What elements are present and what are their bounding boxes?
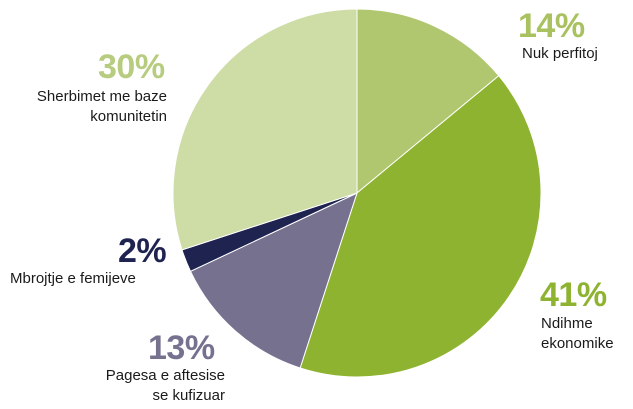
pie-slice-0 <box>356 8 500 195</box>
label-line: se kufizuar <box>152 387 225 404</box>
label-ndihme-ekonomike: Ndihme ekonomike <box>541 314 614 354</box>
pct-sherbimet: 30% <box>98 48 165 86</box>
label-mbrojtje: Mbrojtje e femijeve <box>10 269 136 289</box>
pct-mbrojtje: 2% <box>118 232 167 270</box>
label-line: Pagesa e aftesise <box>105 367 225 384</box>
label-line: Mbrojtje e femijeve <box>10 270 136 287</box>
label-line: Sherbimet me baze <box>36 88 167 105</box>
label-line: ekonomike <box>541 335 614 352</box>
label-sherbimet: Sherbimet me baze komunitetin <box>10 87 167 127</box>
pct-ndihme-ekonomike: 41% <box>540 276 607 314</box>
pie-slice-2 <box>189 192 358 369</box>
pct-pagesa: 13% <box>148 329 215 367</box>
label-line: Nuk perfitoj <box>522 45 598 62</box>
pie-slice-4 <box>172 8 358 251</box>
label-line: komunitetin <box>90 108 167 125</box>
pie-slice-1 <box>299 75 542 378</box>
label-nuk-perfitoj: Nuk perfitoj <box>522 44 598 64</box>
pct-nuk-perfitoj: 14% <box>518 7 585 45</box>
label-pagesa: Pagesa e aftesise se kufizuar <box>85 366 225 406</box>
label-line: Ndihme <box>541 315 593 332</box>
